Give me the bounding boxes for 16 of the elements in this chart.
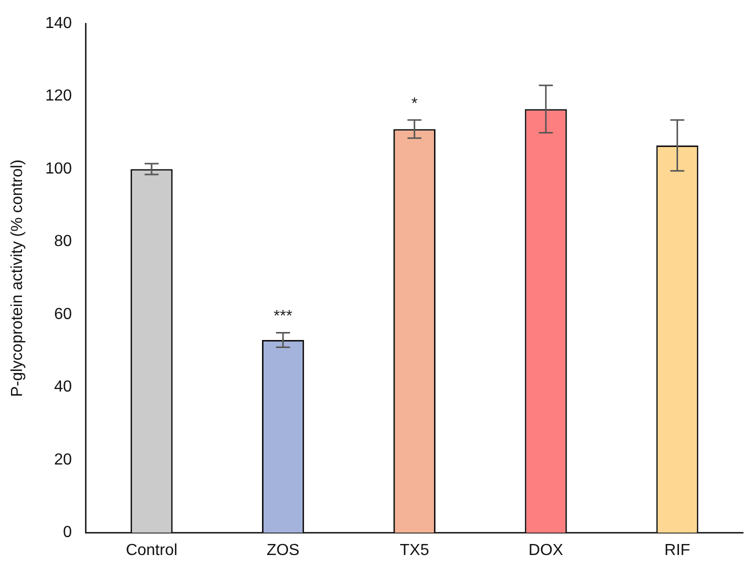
- x-tick-label: TX5: [400, 542, 430, 559]
- x-tick-label: DOX: [528, 542, 564, 559]
- y-tick-label: 100: [45, 160, 72, 178]
- y-axis-title: P-glycoprotein activity (% control): [9, 159, 26, 397]
- y-tick-label: 120: [45, 88, 72, 105]
- annotation: ***: [274, 308, 292, 326]
- annotation: *: [411, 95, 418, 112]
- x-tick-label: ZOS: [266, 542, 300, 559]
- y-tick-label: 140: [45, 15, 72, 32]
- x-tick-label: RIF: [664, 542, 690, 559]
- y-tick-label: 0: [62, 524, 72, 542]
- y-tick-label: 20: [54, 451, 72, 468]
- y-tick-label: 60: [54, 306, 72, 323]
- x-tick-label: Control: [126, 542, 178, 559]
- y-tick-label: 40: [54, 378, 72, 396]
- y-tick-label: 80: [54, 233, 72, 250]
